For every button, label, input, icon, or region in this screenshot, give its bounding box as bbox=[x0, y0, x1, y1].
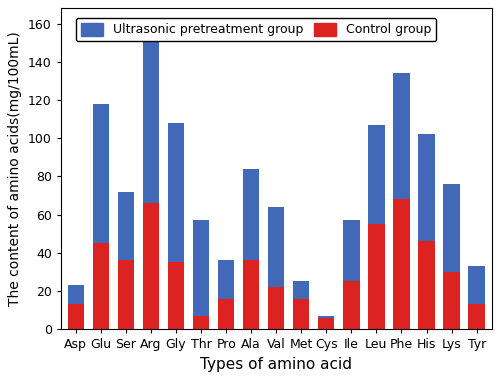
Bar bbox=[218, 260, 234, 329]
Legend: Ultrasonic pretreatment group, Control group: Ultrasonic pretreatment group, Control g… bbox=[76, 18, 436, 41]
Bar bbox=[394, 73, 409, 199]
X-axis label: Types of amino acid: Types of amino acid bbox=[200, 357, 352, 372]
Bar bbox=[168, 123, 184, 262]
Bar bbox=[243, 260, 260, 329]
Bar bbox=[118, 192, 134, 260]
Bar bbox=[168, 262, 184, 329]
Bar bbox=[394, 199, 409, 329]
Bar bbox=[418, 241, 434, 329]
Bar bbox=[143, 35, 159, 203]
Bar bbox=[193, 220, 209, 316]
Bar bbox=[293, 299, 310, 329]
Bar bbox=[118, 260, 134, 329]
Bar bbox=[468, 266, 485, 304]
Bar bbox=[318, 318, 334, 329]
Bar bbox=[343, 281, 359, 329]
Bar bbox=[444, 184, 460, 272]
Bar bbox=[444, 272, 460, 329]
Bar bbox=[368, 125, 384, 224]
Bar bbox=[193, 316, 209, 329]
Bar bbox=[68, 304, 84, 329]
Bar bbox=[268, 287, 284, 329]
Bar bbox=[218, 260, 234, 299]
Bar bbox=[368, 224, 384, 329]
Bar bbox=[92, 243, 109, 329]
Bar bbox=[143, 203, 159, 329]
Bar bbox=[243, 169, 260, 260]
Y-axis label: The content of amino acids(mg/100mL): The content of amino acids(mg/100mL) bbox=[8, 31, 22, 306]
Bar bbox=[293, 281, 310, 299]
Bar bbox=[418, 135, 434, 241]
Bar bbox=[468, 304, 485, 329]
Bar bbox=[318, 316, 334, 318]
Bar bbox=[268, 207, 284, 287]
Bar bbox=[343, 220, 359, 281]
Bar bbox=[92, 104, 109, 243]
Bar bbox=[68, 285, 84, 304]
